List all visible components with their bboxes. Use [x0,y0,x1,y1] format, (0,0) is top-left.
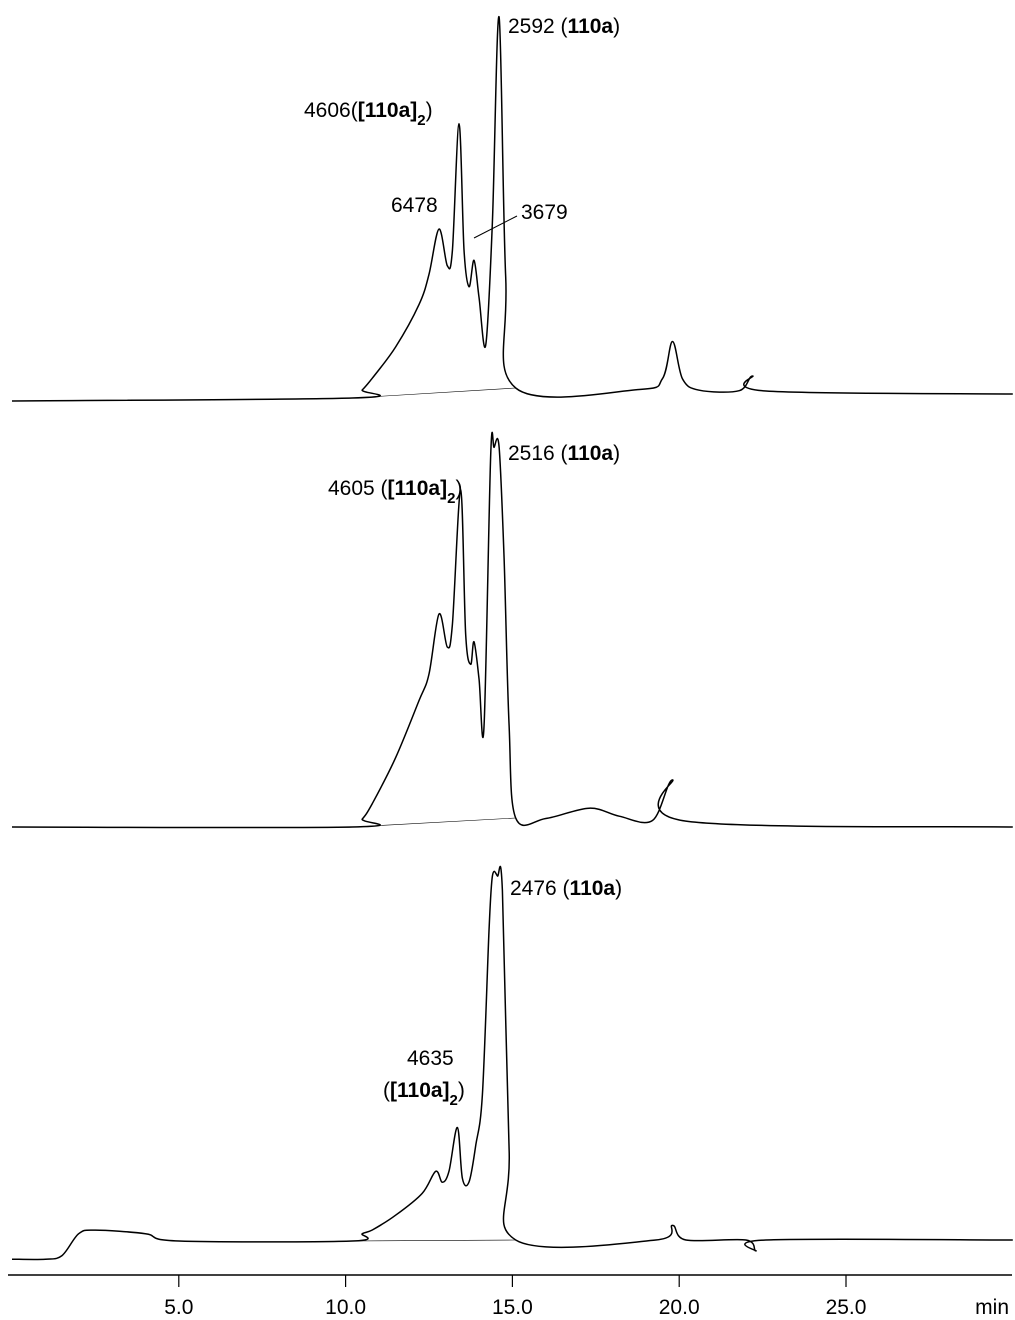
x-tick-label: 25.0 [826,1296,867,1319]
baseline-bottom [352,1239,516,1242]
trace-middle [11,431,1013,829]
x-axis-ticks: 5.0 10.0 15.0 20.0 25.0 [164,1275,866,1319]
peak-label-4635: 4635 [407,1047,454,1070]
x-axis: 5.0 10.0 15.0 20.0 25.0 min [8,1274,1012,1319]
peak-label-4635-compound: ([110a]2) [383,1079,465,1109]
chromatogram-panel-bottom: 2476 (110a) 4635 ([110a]2) [11,865,1013,1261]
chromatogram-panel-top: 2592 (110a) 4606([110a]2) 6478 3679 [11,15,1013,402]
peak-label-3679: 3679 [521,201,568,224]
peak-label-2516: 2516 (110a) [508,442,620,465]
trace-bottom [11,865,1013,1261]
leader-line-3679 [473,215,518,239]
peak-label-2476: 2476 (110a) [510,877,622,900]
peak-label-2592: 2592 (110a) [508,15,620,38]
peak-label-6478: 6478 [391,194,438,217]
trace-top [11,16,1013,402]
x-tick-label: 10.0 [325,1296,366,1319]
peak-label-4605: 4605 ([110a]2) [328,477,462,507]
x-tick-label: 20.0 [659,1296,700,1319]
x-axis-unit: min [975,1296,1009,1319]
chromatogram-panel-middle: 2516 (110a) 4605 ([110a]2) [11,431,1013,829]
x-tick-label: 5.0 [164,1296,193,1319]
peak-label-4606: 4606([110a]2) [304,99,433,129]
x-tick-label: 15.0 [492,1296,533,1319]
